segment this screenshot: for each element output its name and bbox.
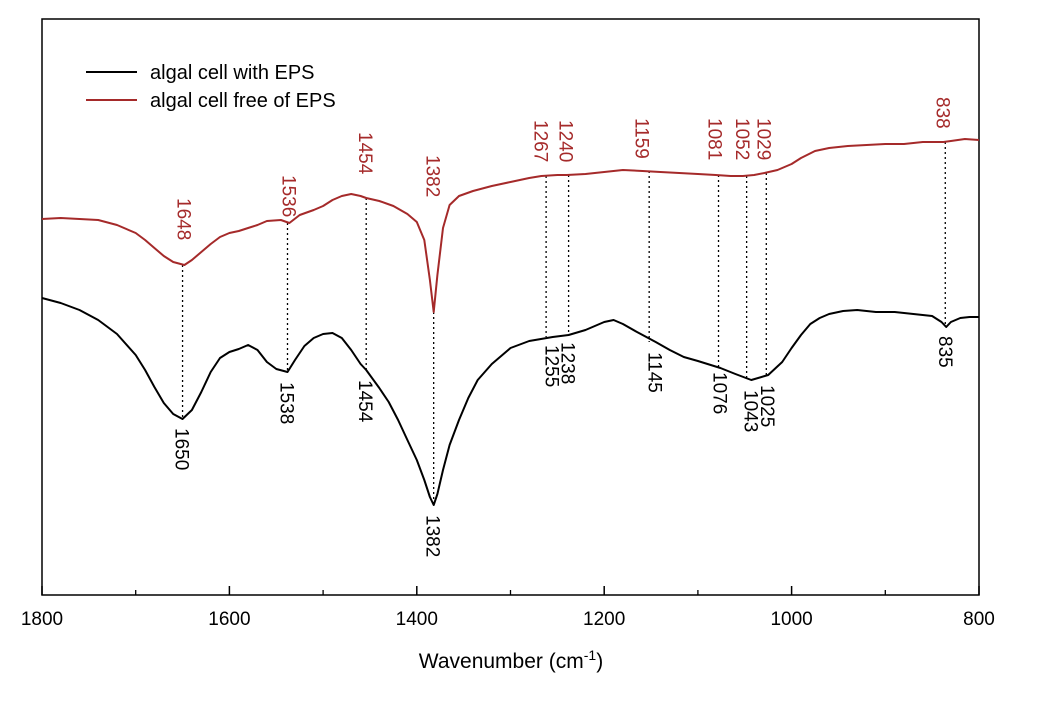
x-axis-title: Wavenumber (cm-1)	[419, 647, 603, 673]
legend: algal cell with EPS algal cell free of E…	[86, 62, 336, 112]
x-axis-ticks: 1800 1600 1400 1200 1000 800	[21, 586, 995, 630]
peak-label: 1255	[541, 345, 562, 387]
x-tick-label: 1400	[396, 609, 438, 630]
peak-label: 1081	[704, 118, 725, 160]
peak-label: 1267	[529, 120, 550, 162]
peak-label: 1052	[731, 118, 752, 160]
dotted-guides	[181, 142, 946, 505]
x-tick-label: 1800	[21, 609, 63, 630]
peak-label: 1238	[557, 342, 578, 384]
series-line-free-of-eps	[41, 138, 980, 313]
peak-label: 1043	[739, 390, 760, 432]
x-tick-label: 1200	[583, 609, 625, 630]
legend-label-free-of-eps: algal cell free of EPS	[150, 90, 336, 112]
peak-label: 1648	[172, 198, 193, 240]
peak-label: 1076	[708, 372, 729, 414]
peak-label: 1454	[354, 380, 375, 423]
peak-label: 1145	[644, 352, 665, 393]
legend-label-with-eps: algal cell with EPS	[150, 62, 315, 84]
peak-labels-red: 1648 1536 1454 1382 1267 1240 1159 1081 1052 1029…	[172, 97, 952, 240]
peak-label: 1029	[752, 118, 773, 160]
x-tick-label: 1600	[208, 609, 250, 630]
x-tick-label: 800	[963, 609, 995, 630]
peak-label: 1159	[631, 118, 652, 159]
peak-label: 1536	[277, 175, 298, 217]
peak-label: 1650	[171, 428, 192, 470]
peak-label: 835	[934, 336, 955, 368]
peak-label: 1240	[555, 120, 576, 162]
peak-label: 1538	[276, 382, 297, 424]
series-line-with-eps	[41, 297, 979, 506]
peak-label: 1382	[422, 515, 443, 557]
x-tick-label: 1000	[770, 609, 812, 630]
series-layer	[41, 138, 980, 506]
peak-label: 1382	[422, 155, 443, 197]
peak-label: 1025	[756, 385, 777, 427]
peak-label: 838	[931, 97, 952, 129]
peak-label: 1454	[354, 132, 375, 175]
